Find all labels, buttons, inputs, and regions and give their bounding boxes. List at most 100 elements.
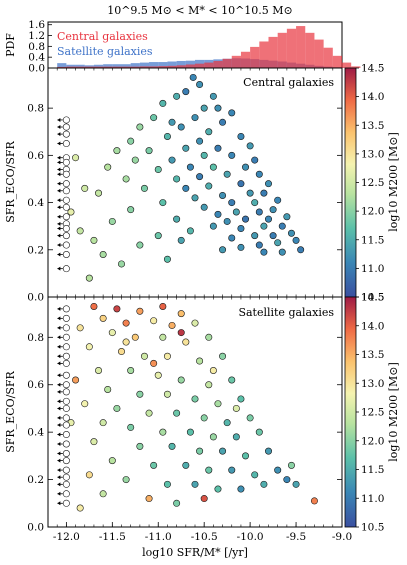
- scatter-point: [177, 329, 185, 337]
- pdf-bar: [231, 55, 241, 68]
- scatter-point: [131, 333, 139, 341]
- scatter-point: [196, 137, 204, 145]
- pdf-bar: [103, 64, 113, 68]
- scatter-point: [76, 324, 84, 332]
- upper-limit-point: [62, 421, 70, 429]
- upper-limit-point: [62, 196, 70, 204]
- upper-limit-arrowhead: [57, 335, 61, 340]
- upper-limit-point: [62, 251, 70, 259]
- scatter-point: [205, 128, 213, 136]
- scatter-point: [177, 376, 185, 384]
- upper-limit-arrowhead: [57, 266, 61, 271]
- scatter-point: [118, 348, 126, 356]
- pdf-bar: [342, 62, 352, 68]
- scatter-point: [173, 175, 181, 183]
- satellite-xlabel: log10 SFR/M* [/yr]: [142, 546, 248, 559]
- pdf-bar: [240, 51, 251, 68]
- scatter-point: [255, 241, 263, 249]
- scatter-point: [209, 92, 217, 100]
- scatter-point: [127, 137, 135, 145]
- pdf-bar: [57, 63, 67, 68]
- scatter-point: [113, 404, 121, 412]
- scatter-point: [242, 163, 250, 171]
- scatter-point: [108, 329, 116, 337]
- scatter-point: [232, 433, 240, 441]
- scatter-point: [104, 163, 112, 171]
- central-points: [67, 73, 305, 282]
- upper-limit-arrowhead: [57, 221, 61, 226]
- scatter-point: [228, 199, 236, 207]
- scatter-point: [246, 189, 254, 197]
- scatter-point: [214, 400, 222, 408]
- xtick-label: -10.0: [237, 531, 264, 543]
- pdf-bar: [167, 65, 177, 68]
- pdf-bar: [277, 32, 287, 68]
- scatter-point: [95, 189, 103, 197]
- scatter-point: [287, 461, 295, 469]
- scatter-point: [287, 229, 295, 237]
- upper-limit-arrowhead: [57, 491, 61, 496]
- scatter-point: [99, 490, 107, 498]
- upper-limit-point: [62, 130, 70, 138]
- pdf-bar: [130, 63, 140, 68]
- scatter-point: [186, 227, 194, 235]
- pdf-bar: [195, 63, 205, 68]
- satellite-panel: 0.0 0.2 0.4 0.6 0.8 -12.0 -11.5 -11.0 -10.5 -10.…: [4, 292, 400, 560]
- colorbar-tick-label: 11.0: [361, 493, 384, 505]
- upper-limit-point: [62, 158, 70, 166]
- upper-limit-point: [62, 480, 70, 488]
- satellite-colorbar-label: log10 M200 [M⊙]: [387, 362, 400, 462]
- scatter-point: [173, 92, 181, 100]
- upper-limit-arrowhead: [57, 373, 61, 378]
- upper-limit-point: [62, 265, 70, 273]
- colorbar-tick-label: 11.5: [361, 234, 384, 246]
- upper-limit-point: [62, 170, 70, 178]
- scatter-point: [182, 338, 190, 346]
- pdf-bar: [296, 26, 306, 68]
- upper-limit-arrowhead: [57, 501, 61, 506]
- pdf-bars: [57, 26, 361, 68]
- pdf-bar: [103, 66, 113, 68]
- scatter-point: [260, 189, 268, 197]
- satellite-limits: [57, 305, 70, 507]
- pdf-bar: [112, 66, 122, 68]
- scatter-point: [292, 236, 300, 244]
- upper-limit-arrowhead: [57, 167, 61, 172]
- scatter-point: [76, 227, 84, 235]
- upper-limit-point: [62, 352, 70, 360]
- colorbar-tick-label: 14.0: [361, 91, 384, 103]
- upper-limit-arrowhead: [57, 160, 61, 165]
- scatter-point: [159, 99, 167, 107]
- upper-limit-point: [62, 203, 70, 211]
- scatter-point: [108, 217, 116, 225]
- pdf-ytick-label: 1.6: [28, 19, 45, 31]
- upper-limit-arrowhead: [57, 125, 61, 130]
- scatter-point: [274, 466, 282, 474]
- scatter-point: [81, 184, 89, 192]
- scatter-point: [237, 243, 245, 251]
- pdf-bar: [268, 36, 278, 68]
- scatter-point: [173, 215, 181, 223]
- scatter-point: [251, 199, 259, 207]
- scatter-point: [168, 442, 176, 450]
- scatter-point: [200, 203, 208, 211]
- pdf-ytick-label: 1.2: [28, 30, 45, 42]
- upper-limit-arrowhead: [57, 141, 61, 146]
- central-colorbar-ticks: 10.5 11.0 11.5 12.0 12.5 13.0 13.5 14.0 14.5: [356, 63, 384, 304]
- scatter-point: [108, 457, 116, 465]
- scatter-point: [237, 225, 245, 233]
- pdf-bar: [158, 62, 168, 68]
- upper-limit-point: [62, 431, 70, 439]
- scatter-point: [90, 236, 98, 244]
- scatter-point: [85, 471, 93, 479]
- scatter-point: [177, 236, 185, 244]
- scatter-point: [67, 208, 75, 216]
- colorbar-tick-label: 14.0: [361, 320, 384, 332]
- upper-limit-arrowhead: [57, 306, 61, 311]
- scatter-point: [191, 480, 199, 488]
- scatter-point: [122, 338, 130, 346]
- scatter-point: [159, 199, 167, 207]
- scatter-point: [219, 118, 227, 126]
- ytick-label: 0.4: [27, 197, 44, 209]
- central-colorbar: [344, 67, 357, 298]
